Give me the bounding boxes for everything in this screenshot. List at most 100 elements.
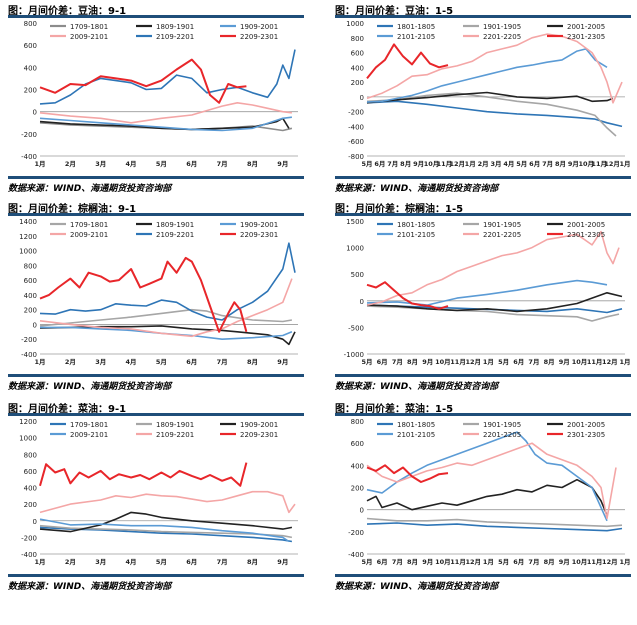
x-tick-label: 10月 <box>579 160 595 168</box>
x-tick-label: 6月 <box>186 358 197 366</box>
source-note: 数据来源：WIND、海通期货投资咨询部 <box>335 382 499 392</box>
series-line-1809-1901 <box>39 325 296 346</box>
legend-label: 2301-2305 <box>567 33 605 41</box>
y-tick-label: -200 <box>348 529 364 537</box>
x-tick-label: 9月 <box>277 358 288 366</box>
x-tick-label: 2月 <box>65 358 76 366</box>
y-tick-label: -200 <box>21 336 37 344</box>
y-tick-label: 1200 <box>19 418 37 426</box>
series-line-2201-2205 <box>366 33 623 104</box>
x-tick-label: 11月 <box>450 558 466 566</box>
series-line-2209-2301 <box>39 256 248 333</box>
x-tick-label: 3月 <box>490 160 501 168</box>
x-tick-label: 10月 <box>572 558 588 566</box>
title-rule <box>335 413 631 416</box>
source-rule <box>335 574 631 577</box>
x-tick-label: 7月 <box>387 160 398 168</box>
x-tick-label: 1月 <box>465 160 476 168</box>
chart-title: 图：月间价差：菜油：1-5 <box>335 404 454 415</box>
y-tick-label: -400 <box>348 123 364 131</box>
x-tick-label: 7月 <box>542 160 553 168</box>
x-tick-label: 11月 <box>587 558 603 566</box>
chart-title: 图：月间价差：豆油：1-5 <box>335 6 454 17</box>
y-tick-label: -400 <box>348 551 364 559</box>
legend-label: 2001-2005 <box>567 221 605 229</box>
y-tick-label: 200 <box>24 307 37 315</box>
y-tick-label: 0 <box>33 109 37 117</box>
y-tick-label: -400 <box>21 551 37 559</box>
legend-label: 2109-2201 <box>156 431 194 439</box>
chart-title: 图：月间价差：棕榈油：9-1 <box>8 204 137 215</box>
series-line-1801-1805 <box>366 100 623 128</box>
series-line-2201-2205 <box>366 230 620 306</box>
title-rule <box>8 413 304 416</box>
series-line-2209-2301 <box>39 462 248 487</box>
legend-label: 1901-1905 <box>483 421 521 429</box>
source-note: 数据来源：WIND、海通期货投资咨询部 <box>335 582 499 592</box>
x-tick-label: 11月 <box>437 160 453 168</box>
series-line-2109-2201 <box>39 242 296 321</box>
x-tick-label: 8月 <box>555 160 566 168</box>
y-tick-label: 400 <box>351 64 364 72</box>
x-tick-label: 6月 <box>186 558 197 566</box>
series-line-1901-1905 <box>366 92 617 137</box>
x-tick-label: 7月 <box>392 358 403 366</box>
y-tick-label: 800 <box>351 418 364 426</box>
legend-label: 2009-2101 <box>70 231 108 239</box>
chart-svg: -400 -200 0 200 400 600 800 1月 2月 3月 4月 5月 6月 7月 8月 9月 1… <box>21 20 298 168</box>
x-tick-label: 4月 <box>126 160 137 168</box>
legend-label: 1801-1805 <box>397 23 435 31</box>
legend-label: 2209-2301 <box>240 33 278 41</box>
series-line-2301-2305 <box>366 464 449 483</box>
x-tick-label: 8月 <box>247 160 258 168</box>
y-tick-label: 1000 <box>346 20 364 28</box>
source-rule <box>335 374 631 377</box>
chart-panel-rapeseed-1-5: 图：月间价差：菜油：1-5 -400 -200 0 200 400 600 800 5月 6月 7月… <box>335 400 635 600</box>
x-tick-label: 4月 <box>126 358 137 366</box>
chart-title: 图：月间价差：菜油：9-1 <box>8 404 127 415</box>
x-tick-label: 5月 <box>156 358 167 366</box>
series-line-1809-1901 <box>39 524 293 539</box>
title-rule <box>335 15 631 18</box>
y-tick-label: 500 <box>351 271 364 279</box>
legend-label: 2101-2105 <box>397 431 435 439</box>
x-tick-label: 12月 <box>450 160 466 168</box>
source-note: 数据来源：WIND、海通期货投资咨询部 <box>8 184 172 194</box>
x-tick-label: 1月 <box>34 160 45 168</box>
legend-label: 2201-2205 <box>483 431 521 439</box>
series-line-2009-2101 <box>39 102 292 124</box>
y-tick-label: 200 <box>24 501 37 509</box>
series-line-2001-2005 <box>366 91 614 104</box>
source-note: 数据来源：WIND、海通期货投资咨询部 <box>8 382 172 392</box>
x-tick-label: 1月 <box>483 558 494 566</box>
x-tick-label: 12月 <box>465 558 481 566</box>
y-tick-label: 800 <box>351 35 364 43</box>
y-tick-label: 600 <box>24 277 37 285</box>
legend-label: 1909-2001 <box>240 23 278 31</box>
legend-label: 2201-2205 <box>483 231 521 239</box>
y-tick-label: 800 <box>24 451 37 459</box>
x-tick-label: 9月 <box>422 358 433 366</box>
series-line-2101-2105 <box>366 279 608 306</box>
x-tick-label: 6月 <box>377 358 388 366</box>
legend-label: 1809-1901 <box>156 221 194 229</box>
y-tick-label: -1000 <box>344 351 364 359</box>
x-tick-label: 12月 <box>465 358 481 366</box>
legend-label: 2301-2305 <box>567 231 605 239</box>
x-tick-label: 11月 <box>591 160 607 168</box>
y-tick-label: -200 <box>21 534 37 542</box>
chart-svg: -400 -200 0 200 400 600 800 1000 1200 1400 1月 2月 3月 4… <box>19 218 298 366</box>
y-tick-label: 800 <box>24 262 37 270</box>
x-tick-label: 7月 <box>392 558 403 566</box>
x-tick-label: 6月 <box>529 160 540 168</box>
x-tick-label: 1月 <box>619 358 630 366</box>
y-tick-label: 0 <box>360 507 364 515</box>
x-tick-label: 9月 <box>559 558 570 566</box>
x-tick-label: 11月 <box>450 358 466 366</box>
x-tick-label: 8月 <box>247 358 258 366</box>
chart-svg: -400 -200 0 200 400 600 800 1000 1200 1月 2月 3月 4月 5月 6… <box>19 418 298 566</box>
series-line-2009-2101 <box>39 518 290 543</box>
legend-label: 2101-2105 <box>397 231 435 239</box>
x-tick-label: 6月 <box>513 358 524 366</box>
